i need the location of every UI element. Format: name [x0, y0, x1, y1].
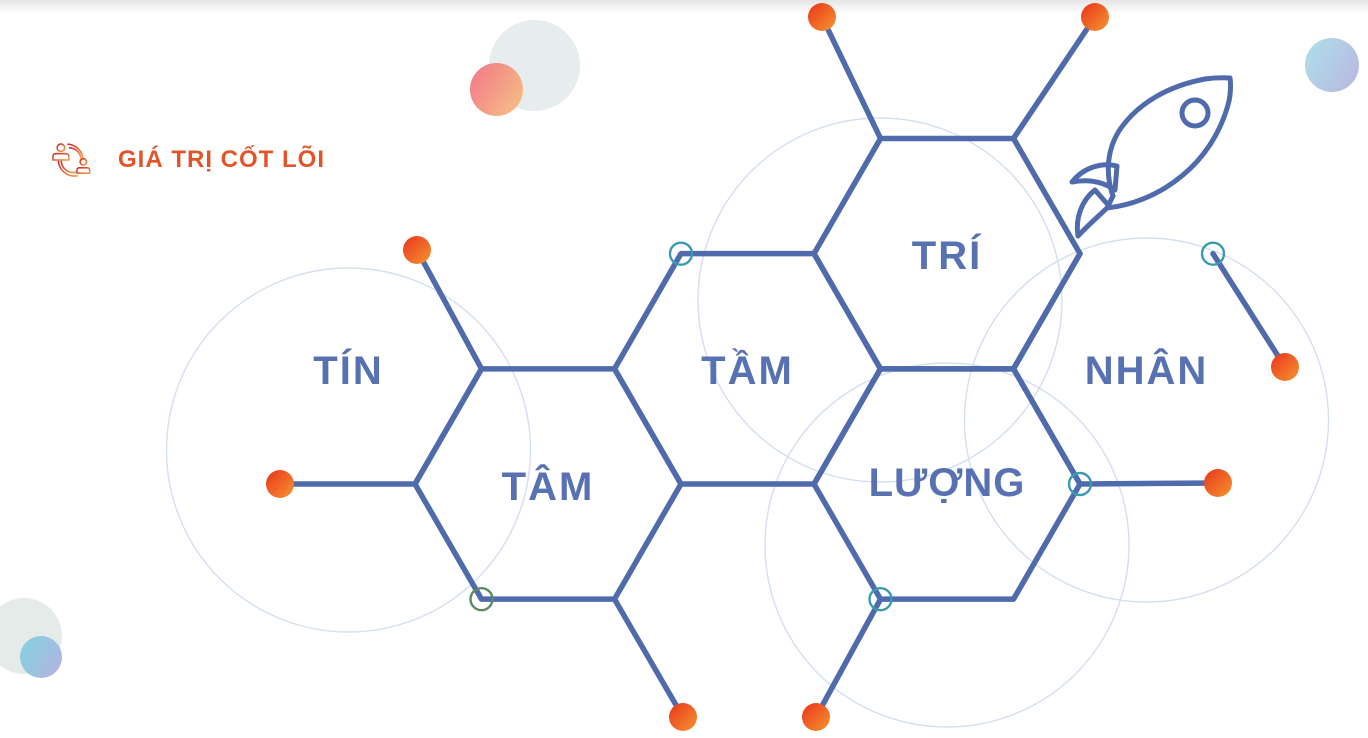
svg-text:NHÂN: NHÂN — [1085, 347, 1209, 393]
svg-text:TRÍ: TRÍ — [912, 233, 982, 278]
svg-text:TÍN: TÍN — [313, 348, 383, 393]
svg-text:TẦM: TẦM — [701, 347, 794, 393]
svg-text:TÂM: TÂM — [502, 463, 595, 509]
svg-text:LƯỢNG: LƯỢNG — [869, 461, 1026, 505]
